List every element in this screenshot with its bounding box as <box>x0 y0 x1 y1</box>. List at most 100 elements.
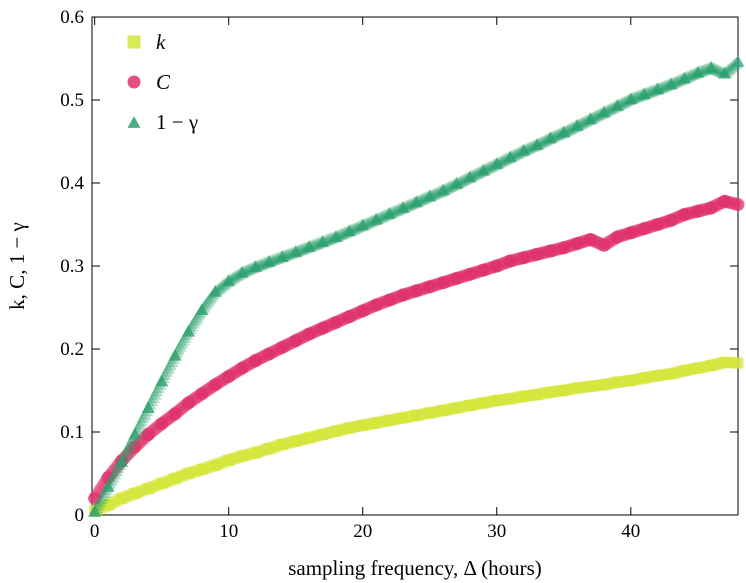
data-point <box>618 375 630 387</box>
data-point <box>168 348 182 361</box>
data-point <box>196 463 208 475</box>
data-point <box>396 201 410 213</box>
data-point <box>275 250 289 262</box>
data-point <box>510 147 524 159</box>
data-point <box>181 396 195 410</box>
data-point <box>543 131 557 144</box>
data-point <box>537 134 551 147</box>
data-point <box>142 482 154 494</box>
data-point <box>637 222 651 236</box>
data-point <box>283 437 295 449</box>
data-point <box>128 427 142 440</box>
data-point <box>731 55 745 67</box>
data-point <box>155 374 169 387</box>
data-point <box>94 492 108 505</box>
data-point <box>138 407 152 420</box>
data-point <box>163 358 177 371</box>
data-point <box>692 362 704 374</box>
data-point <box>538 387 550 399</box>
legend-marker <box>127 35 141 49</box>
data-point <box>503 254 517 268</box>
data-point <box>96 489 110 502</box>
data-point <box>484 396 496 408</box>
data-point <box>471 398 483 410</box>
data-point <box>370 417 382 429</box>
data-point <box>114 455 128 467</box>
data-point <box>410 409 422 421</box>
data-point <box>685 363 697 375</box>
data-point <box>190 311 204 324</box>
data-point <box>390 413 402 425</box>
data-point <box>577 115 591 128</box>
data-point <box>531 389 543 401</box>
data-point <box>275 340 289 354</box>
data-point <box>256 445 268 457</box>
data-point <box>343 422 355 434</box>
data-point <box>665 368 677 380</box>
data-point <box>289 334 303 348</box>
data-point <box>243 448 255 460</box>
data-point <box>518 390 530 402</box>
data-point <box>162 475 174 487</box>
data-point <box>141 401 155 413</box>
data-point <box>160 365 174 377</box>
data-point <box>409 284 423 298</box>
data-point <box>182 468 194 479</box>
data-point <box>409 195 423 208</box>
data-point <box>570 119 584 131</box>
data-point <box>423 280 437 294</box>
data-point <box>611 376 623 388</box>
data-point <box>150 384 164 397</box>
data-point <box>496 153 510 166</box>
data-point <box>156 477 168 489</box>
x-tick-label: 40 <box>621 521 640 542</box>
data-point <box>303 432 315 444</box>
data-point <box>483 160 497 173</box>
data-point <box>698 361 710 373</box>
data-point <box>203 461 215 473</box>
data-point <box>208 378 222 392</box>
data-point <box>631 373 643 385</box>
data-point <box>88 505 102 517</box>
data-point <box>652 370 664 382</box>
data-point <box>133 417 147 430</box>
data-point <box>187 316 201 329</box>
data-point <box>120 444 134 457</box>
data-point <box>436 183 450 196</box>
data-point <box>317 428 329 440</box>
data-point <box>424 407 436 419</box>
data-point <box>664 213 678 227</box>
data-point <box>148 387 162 400</box>
y-tick-label: 0.3 <box>60 256 84 277</box>
data-point <box>202 294 216 306</box>
data-point <box>111 461 125 474</box>
data-point <box>161 361 175 374</box>
data-point <box>125 434 139 447</box>
legend: kC 1 − γ <box>127 30 198 134</box>
data-point <box>222 274 236 286</box>
data-point <box>564 383 576 395</box>
data-point <box>262 255 276 267</box>
data-point <box>101 480 115 492</box>
data-point <box>262 347 276 361</box>
data-point <box>369 212 383 225</box>
data-point <box>517 251 531 265</box>
data-point <box>563 122 577 135</box>
data-point <box>369 298 383 312</box>
data-point <box>95 502 107 514</box>
data-point <box>129 487 141 499</box>
data-point <box>250 447 262 459</box>
data-point <box>276 438 288 450</box>
data-point <box>443 180 457 193</box>
data-point <box>725 357 737 369</box>
data-point <box>330 425 342 437</box>
data-point <box>477 397 489 409</box>
y-tick-label: 0 <box>75 505 85 526</box>
data-point <box>437 404 449 416</box>
data-point <box>98 486 112 499</box>
data-point <box>651 218 665 231</box>
data-point <box>235 265 249 278</box>
data-point <box>88 491 102 505</box>
y-tick-label: 0.6 <box>60 7 84 28</box>
